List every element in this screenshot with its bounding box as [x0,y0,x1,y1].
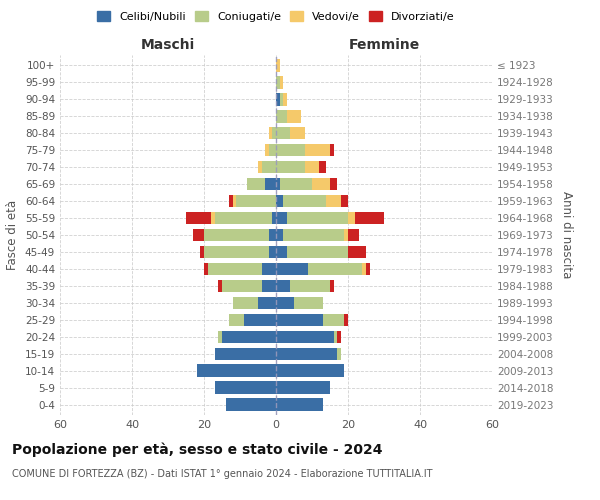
Bar [276,59,280,72]
Bar [337,330,341,344]
Bar [308,262,362,276]
Bar [233,194,236,207]
Bar [280,178,312,190]
Bar [366,262,370,276]
Bar [326,194,341,207]
Bar [265,178,276,190]
Bar [269,228,276,241]
Bar [276,314,323,326]
Bar [276,398,323,411]
Bar [276,262,308,276]
Bar [276,330,334,344]
Bar [276,178,280,190]
Bar [305,160,319,173]
Bar [204,246,269,258]
Bar [229,194,233,207]
Bar [319,160,326,173]
Bar [348,246,366,258]
Bar [226,398,276,411]
Bar [204,262,208,276]
Bar [276,76,280,88]
Bar [348,212,355,224]
Bar [262,262,276,276]
Text: Popolazione per età, sesso e stato civile - 2024: Popolazione per età, sesso e stato civil… [12,442,383,457]
Bar [283,93,287,106]
Bar [280,76,283,88]
Bar [280,93,283,106]
Bar [323,314,344,326]
Bar [218,280,222,292]
Bar [283,228,344,241]
Y-axis label: Fasce di età: Fasce di età [7,200,19,270]
Bar [305,144,330,156]
Bar [276,144,305,156]
Bar [276,246,287,258]
Bar [330,144,334,156]
Bar [211,212,215,224]
Bar [348,228,359,241]
Bar [276,348,337,360]
Bar [229,314,244,326]
Legend: Celibi/Nubili, Coniugati/e, Vedovi/e, Divorziati/e: Celibi/Nubili, Coniugati/e, Vedovi/e, Di… [94,8,458,25]
Bar [276,212,287,224]
Bar [222,330,276,344]
Bar [276,228,283,241]
Bar [276,160,305,173]
Bar [276,93,280,106]
Text: COMUNE DI FORTEZZA (BZ) - Dati ISTAT 1° gennaio 2024 - Elaborazione TUTTITALIA.I: COMUNE DI FORTEZZA (BZ) - Dati ISTAT 1° … [12,469,433,479]
Bar [269,144,276,156]
Bar [222,280,262,292]
Bar [262,280,276,292]
Bar [247,178,265,190]
Text: Femmine: Femmine [349,38,419,52]
Bar [244,314,276,326]
Bar [262,160,276,173]
Bar [186,212,211,224]
Bar [204,228,269,241]
Bar [218,330,222,344]
Bar [344,314,348,326]
Bar [272,126,276,140]
Bar [276,194,283,207]
Bar [208,262,262,276]
Bar [312,178,330,190]
Bar [276,110,287,122]
Bar [265,144,269,156]
Bar [258,296,276,310]
Bar [294,296,323,310]
Bar [330,280,334,292]
Bar [355,212,384,224]
Bar [276,296,294,310]
Bar [287,246,348,258]
Bar [269,246,276,258]
Bar [287,110,301,122]
Bar [258,160,262,173]
Bar [290,280,330,292]
Bar [233,296,258,310]
Bar [215,382,276,394]
Y-axis label: Anni di nascita: Anni di nascita [560,192,573,278]
Bar [287,212,348,224]
Bar [334,330,337,344]
Bar [283,194,326,207]
Text: Maschi: Maschi [141,38,195,52]
Bar [341,194,348,207]
Bar [276,364,344,377]
Bar [337,348,341,360]
Bar [269,126,272,140]
Bar [215,348,276,360]
Bar [215,212,272,224]
Bar [272,212,276,224]
Bar [330,178,337,190]
Bar [276,280,290,292]
Bar [276,126,290,140]
Bar [197,364,276,377]
Bar [344,228,348,241]
Bar [236,194,276,207]
Bar [276,382,330,394]
Bar [290,126,305,140]
Bar [193,228,204,241]
Bar [200,246,204,258]
Bar [362,262,366,276]
